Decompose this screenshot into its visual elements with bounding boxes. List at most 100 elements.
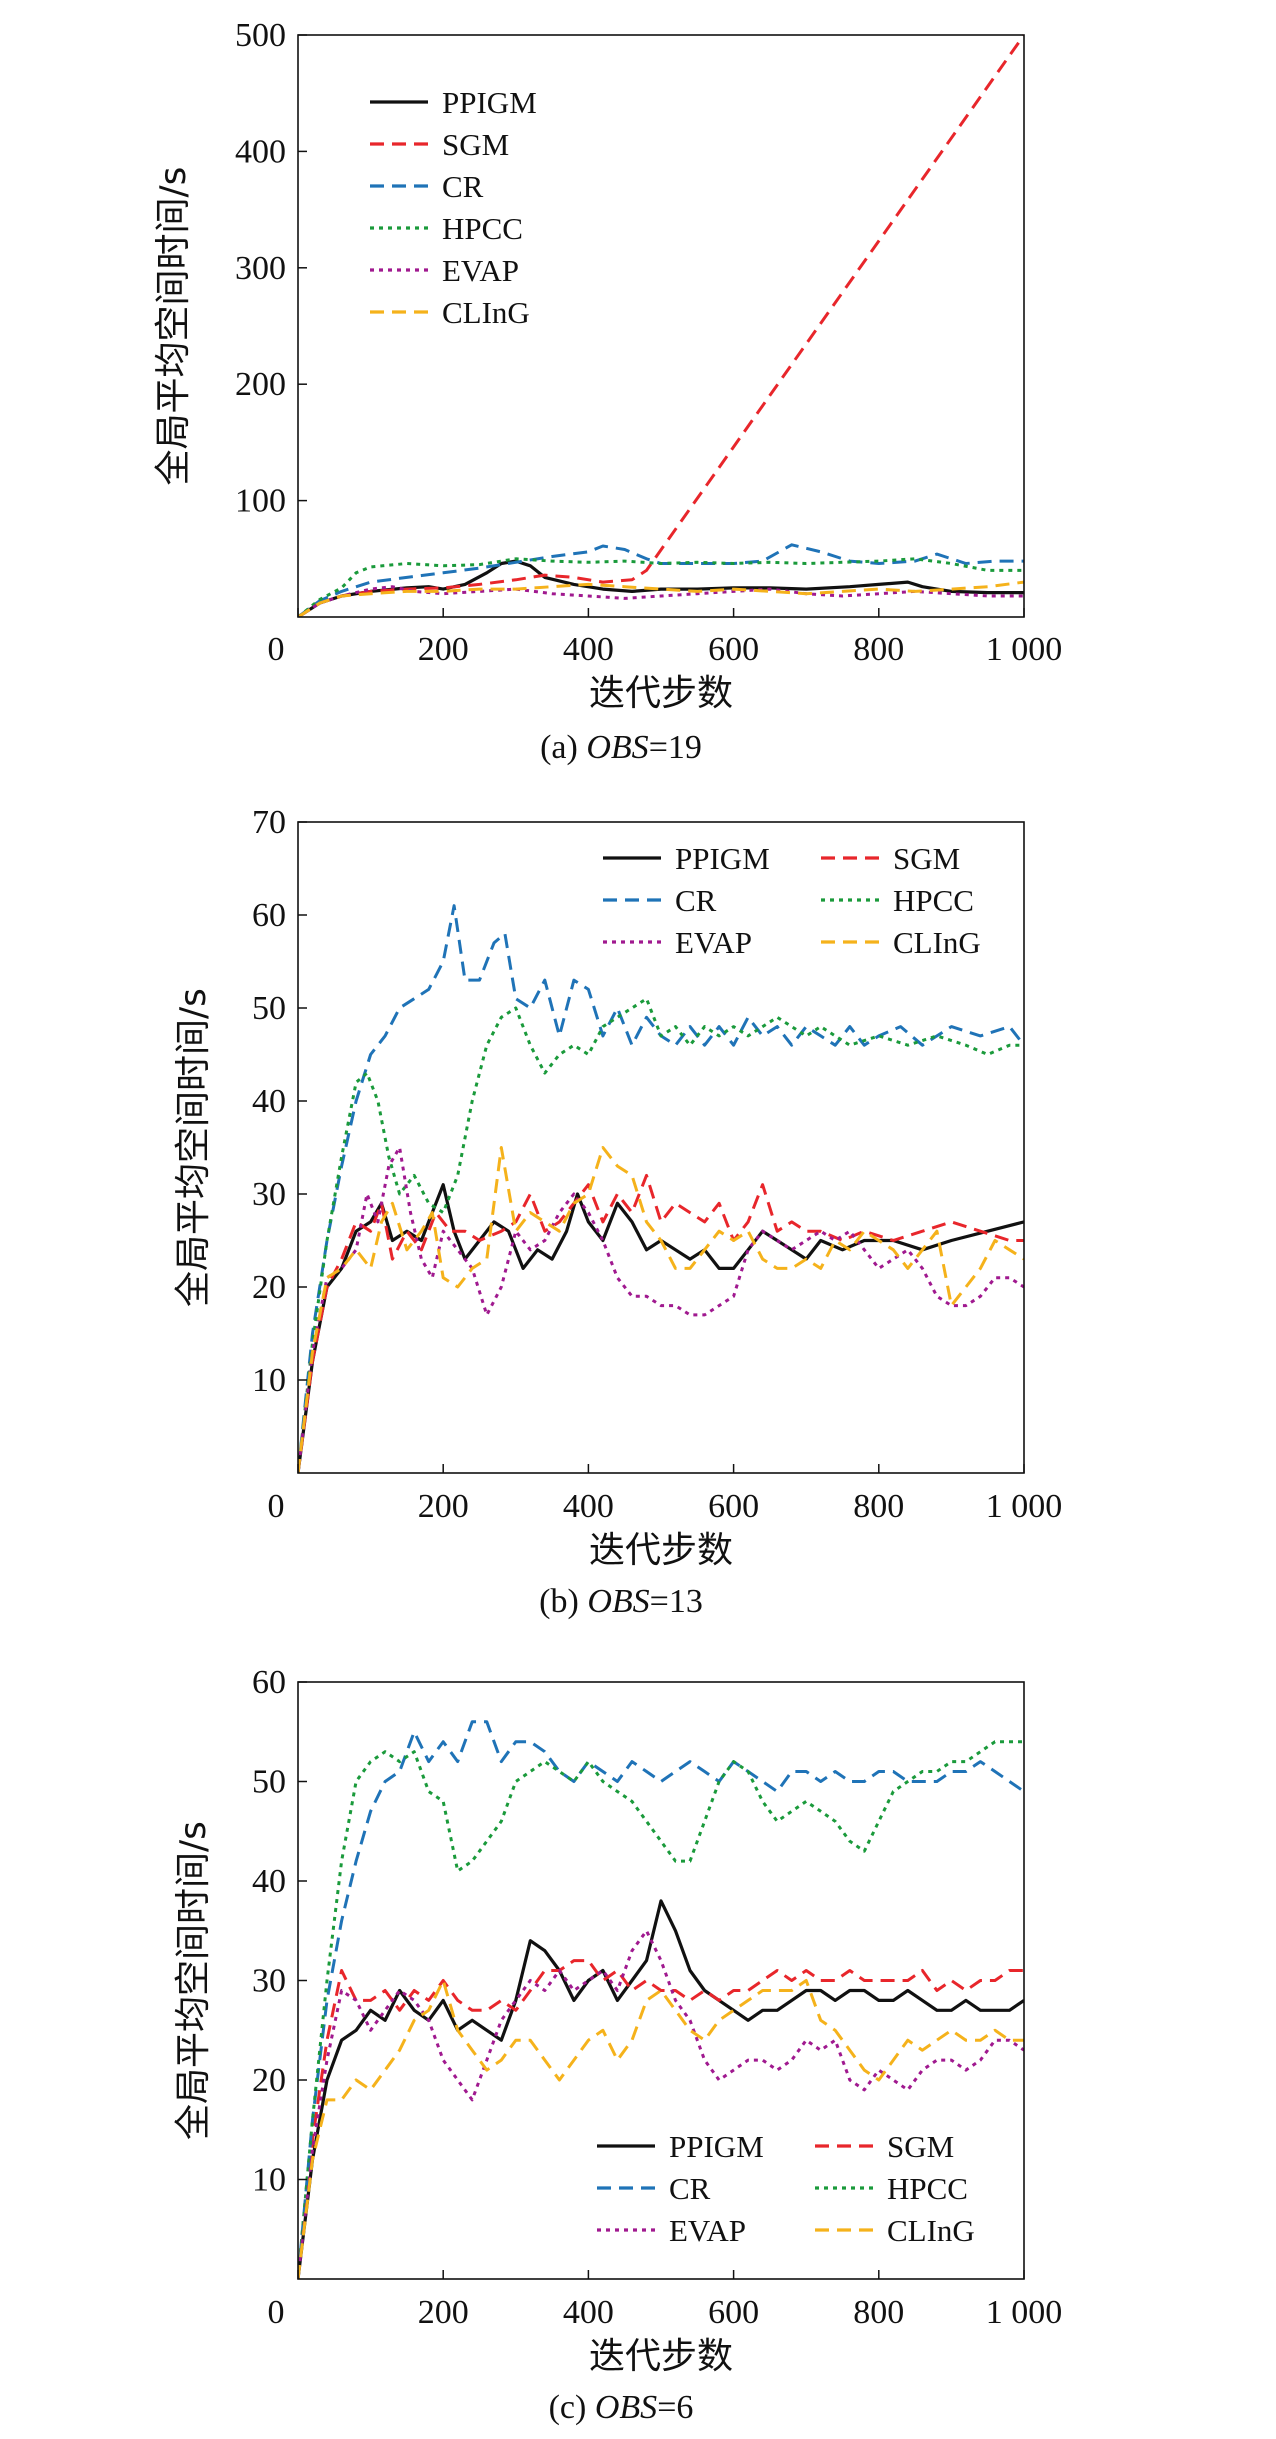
series-line-cr [298, 543, 1024, 617]
x-tick-label: 0 [268, 1488, 285, 1525]
legend-label: CR [669, 2171, 711, 2206]
legend-item-cr: CR [603, 883, 717, 918]
legend-label: HPCC [893, 883, 974, 918]
y-tick-label: 30 [252, 1963, 286, 2000]
x-tick-label: 1 000 [986, 2294, 1063, 2331]
legend-item-hpcc: HPCC [370, 211, 523, 246]
panel-caption: (b) OBS=13 [539, 1583, 703, 1620]
series-line-cling [298, 1146, 1024, 1473]
y-tick-label: 500 [235, 17, 286, 54]
panel-caption: (c) OBS=6 [549, 2389, 694, 2426]
legend-item-cling: CLInG [370, 295, 530, 330]
caption-prefix: (b) [539, 1583, 587, 1620]
chart-panel-1: 0 200 400 600 800 1 000 100 200 300 400 500 迭代步数 全局平… [153, 17, 1062, 766]
caption-variable: OBS [586, 729, 648, 766]
legend: PPIGM SGM CR HPCC EVAP CLInG [597, 2129, 975, 2248]
y-tick-label: 200 [235, 366, 286, 403]
series-line-evap [298, 1929, 1024, 2279]
y-tick-label: 400 [235, 133, 286, 170]
legend-label: CR [675, 883, 717, 918]
legend-label: PPIGM [669, 2129, 764, 2164]
legend-item-sgm: SGM [815, 2129, 954, 2164]
series-group [298, 904, 1024, 1473]
legend-item-sgm: SGM [821, 841, 960, 876]
series-line-sgm [298, 34, 1024, 617]
y-tick-label: 20 [252, 1269, 286, 1306]
legend-item-cling: CLInG [815, 2213, 975, 2248]
series-line-sgm [298, 1959, 1024, 2279]
caption-prefix: (a) [540, 729, 586, 766]
chart-panel-3: 0 200 400 600 800 1 000 10 20 30 40 50 60 迭代步数 全局平均空间… [173, 1664, 1062, 2426]
legend-item-cling: CLInG [821, 925, 981, 960]
x-axis-label: 迭代步数 [589, 1530, 733, 1571]
x-axis-label: 迭代步数 [589, 673, 733, 714]
y-axis-label: 全局平均空间时间/s [153, 167, 194, 486]
legend-item-hpcc: HPCC [821, 883, 974, 918]
legend-item-ppigm: PPIGM [370, 85, 537, 120]
x-axis-label: 迭代步数 [589, 2336, 733, 2377]
legend-label: CR [442, 169, 484, 204]
legend-label: EVAP [675, 925, 752, 960]
legend-item-cr: CR [370, 169, 484, 204]
chart-panel-2: 0 200 400 600 800 1 000 10 20 30 40 50 60 70 迭代步数 全局平均… [173, 804, 1062, 1620]
x-tick-label: 400 [563, 2294, 614, 2331]
x-tick-label: 200 [418, 2294, 469, 2331]
legend: PPIGM SGM CR HPCC EVAP CLInG [603, 841, 981, 960]
series-line-ppigm [298, 559, 1024, 617]
legend-label: PPIGM [442, 85, 537, 120]
legend-label: SGM [893, 841, 960, 876]
legend: PPIGM SGM CR HPCC EVAP CLInG [370, 85, 537, 330]
series-line-hpcc [298, 557, 1024, 617]
x-tick-label: 200 [418, 1488, 469, 1525]
legend-item-ppigm: PPIGM [603, 841, 770, 876]
y-tick-label: 40 [252, 1083, 286, 1120]
legend-label: SGM [442, 127, 509, 162]
legend-label: PPIGM [675, 841, 770, 876]
legend-label: SGM [887, 2129, 954, 2164]
plot-frame [297, 34, 1025, 618]
legend-label: CLInG [887, 2213, 975, 2248]
x-tick-label: 800 [853, 1488, 904, 1525]
series-line-evap [298, 585, 1024, 617]
legend-label: CLInG [442, 295, 530, 330]
y-tick-label: 50 [252, 1764, 286, 1801]
x-tick-label: 200 [418, 631, 469, 668]
x-tick-label: 400 [563, 1488, 614, 1525]
legend-item-evap: EVAP [370, 253, 519, 288]
series-line-sgm [298, 1173, 1024, 1473]
legend-item-cr: CR [597, 2171, 711, 2206]
caption-variable: OBS [587, 1583, 649, 1620]
x-tick-label: 800 [853, 631, 904, 668]
series-line-evap [298, 1146, 1024, 1473]
series-line-ppigm [298, 1899, 1024, 2279]
legend-label: HPCC [442, 211, 523, 246]
y-axis-label: 全局平均空间时间/s [173, 988, 214, 1307]
legend-item-sgm: SGM [370, 127, 509, 162]
y-tick-label: 10 [252, 1362, 286, 1399]
x-tick-label: 1 000 [986, 631, 1063, 668]
legend-item-ppigm: PPIGM [597, 2129, 764, 2164]
y-tick-label: 300 [235, 250, 286, 287]
caption-value: =19 [649, 729, 702, 766]
x-tick-label: 0 [268, 631, 285, 668]
panel-caption: (a) OBS=19 [540, 729, 702, 766]
legend-item-evap: EVAP [603, 925, 752, 960]
x-tick-label: 800 [853, 2294, 904, 2331]
x-tick-label: 600 [708, 631, 759, 668]
series-line-cr [298, 904, 1024, 1473]
caption-value: =13 [650, 1583, 703, 1620]
y-tick-label: 10 [252, 2162, 286, 2199]
legend-label: CLInG [893, 925, 981, 960]
x-tick-label: 600 [708, 2294, 759, 2331]
legend-item-evap: EVAP [597, 2213, 746, 2248]
y-tick-label: 40 [252, 1863, 286, 1900]
y-tick-label: 50 [252, 990, 286, 1027]
x-tick-label: 600 [708, 1488, 759, 1525]
series-line-hpcc [298, 997, 1024, 1473]
series-group [298, 34, 1024, 617]
series-group [298, 1720, 1024, 2279]
plot-frame [297, 821, 1025, 1474]
series-line-ppigm [298, 1183, 1024, 1473]
y-tick-label: 20 [252, 2062, 286, 2099]
